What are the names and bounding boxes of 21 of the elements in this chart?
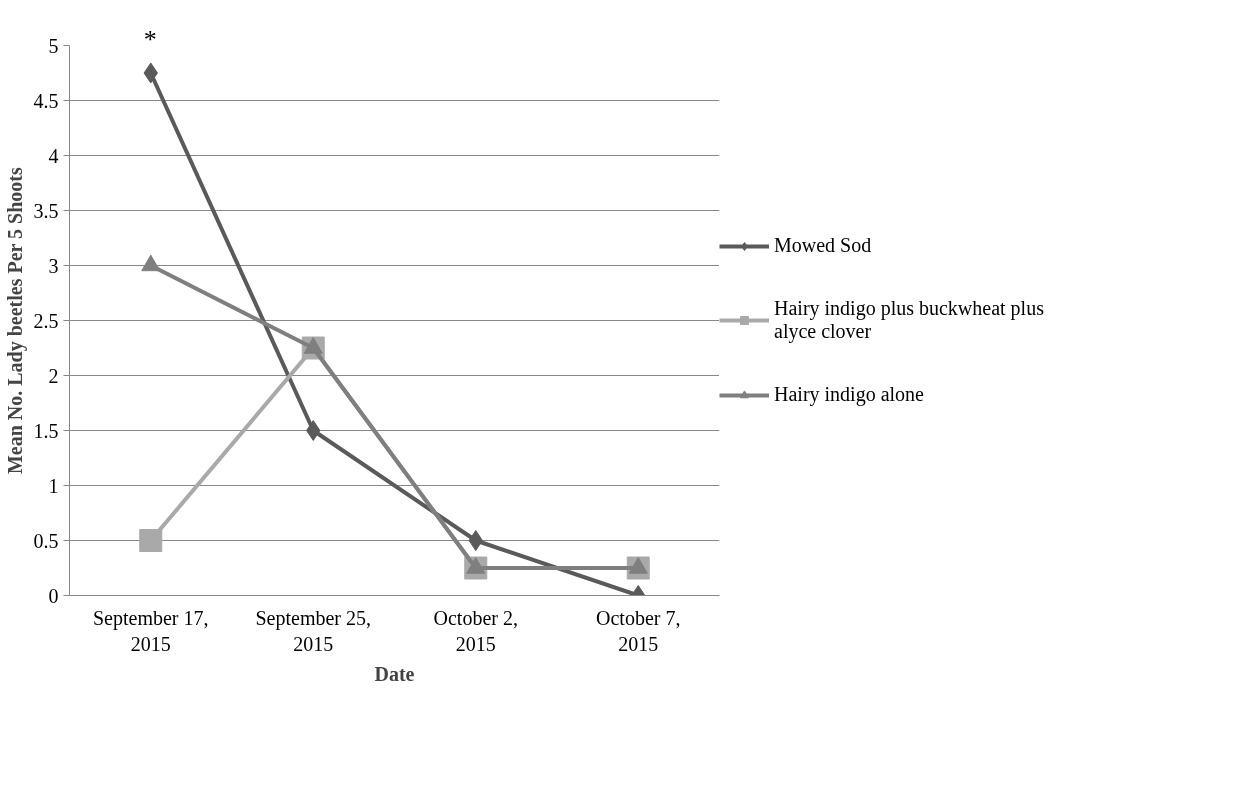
y-tick-label: 5 — [48, 34, 59, 57]
x-axis-title: Date — [374, 662, 415, 685]
y-axis-title: Mean No. Lady beetles Per 5 Shoots — [3, 167, 27, 475]
x-tick-label: September 25, 2015 — [255, 606, 372, 655]
y-tick-label: 3 — [48, 254, 59, 277]
annotation: * — [143, 25, 157, 55]
y-tick-label: 2 — [48, 364, 59, 387]
legend-label: Hairy indigo plus buckwheat plus alyce clover — [774, 297, 1044, 343]
y-tick-label: 1.5 — [33, 419, 59, 442]
y-tick-label: 2.5 — [33, 309, 59, 332]
y-tick-label: 0 — [48, 584, 59, 607]
legend-label: Hairy indigo alone — [774, 383, 924, 406]
y-tick-label: 3.5 — [33, 199, 59, 222]
y-tick-label: 4 — [48, 144, 59, 167]
y-tick-label: 4.5 — [33, 89, 59, 112]
y-tick-label: 1 — [48, 474, 59, 497]
x-tick-label: October 7, 2015 — [596, 606, 681, 655]
y-tick-label: 0.5 — [33, 529, 59, 552]
x-tick-label: September 17, 2015 — [92, 606, 209, 655]
x-tick-label: October 2, 2015 — [433, 606, 518, 655]
legend-label: Mowed Sod — [774, 234, 872, 257]
